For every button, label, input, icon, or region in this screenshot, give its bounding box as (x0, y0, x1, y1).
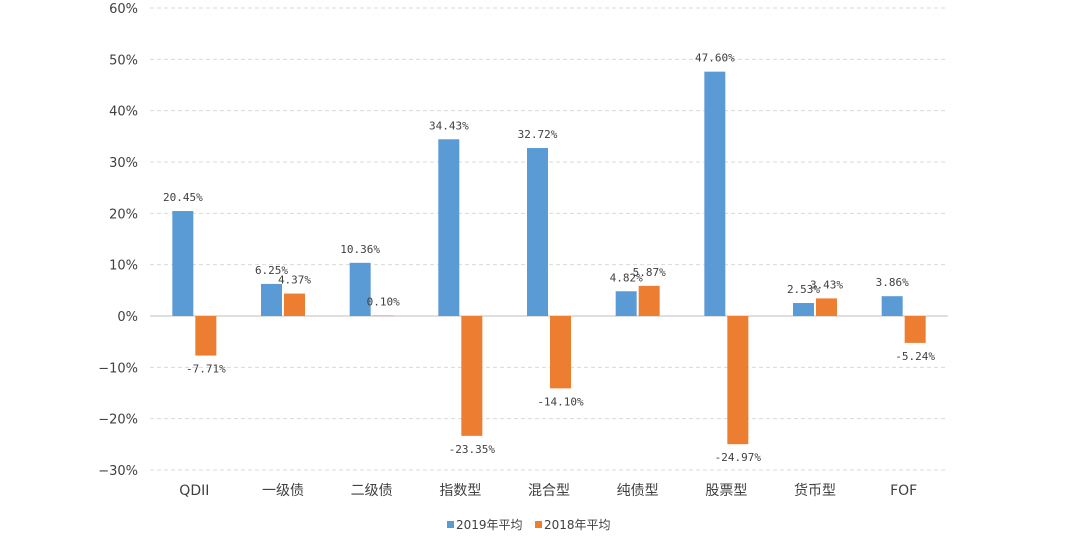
bar-series1 (172, 211, 194, 316)
data-labels: 20.45% -7.71% 6.25%4.37% 10.36% 0.10% 34.43% -… (163, 52, 935, 465)
data-label: 10.36% (340, 243, 380, 256)
bar-series1 (615, 291, 637, 316)
data-label: -7.71% (186, 363, 226, 376)
y-tick-label: −20% (98, 413, 138, 428)
bar-series2 (816, 298, 837, 316)
y-tick-label: 0% (117, 310, 138, 325)
y-tick-label: 60% (109, 2, 138, 17)
y-tick-label: 30% (109, 156, 138, 171)
x-tick-label: 纯债型 (617, 483, 659, 499)
y-tick-label: 50% (109, 53, 138, 68)
bar-series2 (461, 316, 483, 436)
data-label: 20.45% (163, 191, 203, 204)
data-label: 0.10% (367, 295, 400, 308)
data-label: 47.60% (695, 52, 735, 65)
data-label: 6.25% (255, 264, 288, 277)
x-tick-label: 二级债 (351, 483, 393, 499)
data-label: 34.43% (429, 119, 469, 132)
data-label: 4.82% (610, 271, 643, 284)
y-tick-label: 10% (109, 259, 138, 274)
x-tick-label: 一级债 (262, 483, 304, 499)
data-label: 5.87% (633, 266, 666, 279)
x-tick-label: 股票型 (705, 483, 747, 499)
x-tick-label: QDII (179, 483, 209, 499)
bar-series1 (704, 71, 726, 316)
bar-series1 (527, 148, 548, 316)
bar-series2 (638, 285, 660, 316)
data-label: 32.72% (518, 128, 558, 141)
bars (172, 71, 926, 445)
bar-series2 (372, 315, 394, 317)
data-label: 3.86% (876, 276, 909, 289)
data-label: 4.37% (278, 274, 311, 287)
data-label: -24.97% (715, 451, 762, 464)
legend-label: 2019年平均 (456, 518, 523, 532)
x-tick-label: 货币型 (794, 482, 836, 499)
y-tick-label: −30% (98, 464, 138, 479)
x-tick-label: FOF (890, 483, 917, 499)
bar-series2 (904, 316, 926, 343)
bar-series2 (727, 316, 749, 445)
bar-series2 (195, 316, 217, 356)
y-tick-label: −10% (98, 361, 138, 376)
x-tick-label: 混合型 (528, 483, 570, 499)
bar-series2 (550, 316, 571, 389)
legend-swatch (447, 521, 454, 528)
gridlines (150, 7, 948, 471)
y-axis: −30% −20% −10% 0% 10% 20% 30% 40% 50% 60% (98, 2, 138, 479)
legend: 2019年平均 2018年平均 (447, 518, 611, 532)
bar-series1 (349, 262, 371, 316)
data-label: -23.35% (449, 443, 496, 456)
bar-series1 (793, 303, 814, 316)
data-label: -5.24% (895, 350, 935, 363)
bar-series1 (881, 296, 903, 316)
data-label: 3.43% (810, 278, 843, 291)
x-axis: QDII 一级债 二级债 指数型 混合型 纯债型 股票型 货币型 FOF (179, 482, 917, 499)
bar-series1 (261, 283, 282, 316)
legend-label: 2018年平均 (544, 518, 611, 532)
y-tick-label: 20% (109, 207, 138, 222)
legend-swatch (535, 521, 542, 528)
x-tick-label: 指数型 (439, 483, 481, 499)
bar-series2 (284, 293, 305, 316)
data-label: 2.53% (787, 283, 820, 296)
y-tick-label: 40% (109, 105, 138, 120)
bar-series1 (438, 139, 460, 316)
data-label: -14.10% (537, 395, 584, 408)
